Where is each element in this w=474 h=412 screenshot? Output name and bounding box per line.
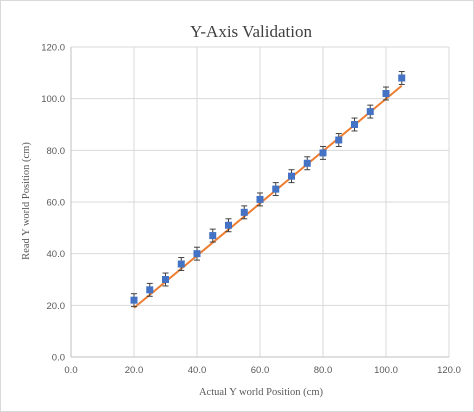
data-point <box>398 74 406 82</box>
data-point <box>319 149 327 157</box>
y-tick-label: 120.0 <box>41 43 65 54</box>
data-point <box>288 172 295 180</box>
x-tick-label: 20.0 <box>125 365 144 376</box>
x-tick-labels: 0.0 20.0 40.0 60.0 80.0 100.0 120.0 <box>64 365 461 376</box>
data-point <box>177 260 185 268</box>
x-tick-label: 80.0 <box>314 365 333 376</box>
x-tick-label: 100.0 <box>374 365 398 376</box>
data-point <box>272 185 280 193</box>
data-point <box>256 195 264 203</box>
data-point <box>382 90 390 97</box>
x-tick-label: 120.0 <box>437 365 461 376</box>
axes <box>70 47 449 358</box>
y-axis-label: Read Y world Position (cm) <box>21 142 32 260</box>
data-point <box>351 121 358 128</box>
data-point <box>209 232 217 240</box>
data-point <box>366 108 374 116</box>
y-tick-label: 20.0 <box>47 301 66 312</box>
y-tick-label: 0.0 <box>52 353 65 364</box>
y-tick-label: 100.0 <box>41 94 65 105</box>
chart-title: Y-Axis Validation <box>190 22 312 41</box>
y-tick-label: 40.0 <box>47 249 66 260</box>
data-point <box>225 221 232 229</box>
x-tick-label: 60.0 <box>251 365 270 376</box>
y-tick-labels: 0.0 20.0 40.0 60.0 80.0 100.0 120.0 <box>41 43 65 364</box>
error-bars <box>131 71 405 308</box>
y-tick-label: 60.0 <box>47 198 66 209</box>
data-point <box>193 250 201 258</box>
data-point <box>162 276 169 283</box>
trendline <box>133 84 403 309</box>
x-tick-label: 40.0 <box>188 365 207 376</box>
data-point <box>335 136 343 144</box>
data-points <box>130 74 406 304</box>
y-tick-label: 80.0 <box>47 146 66 157</box>
data-point <box>130 296 138 304</box>
data-point <box>146 286 154 294</box>
trendline-group <box>133 84 403 309</box>
data-point <box>303 159 311 167</box>
data-point <box>240 208 248 216</box>
x-tick-label: 0.0 <box>64 365 77 376</box>
x-axis-label: Actual Y world Position (cm) <box>199 387 324 398</box>
